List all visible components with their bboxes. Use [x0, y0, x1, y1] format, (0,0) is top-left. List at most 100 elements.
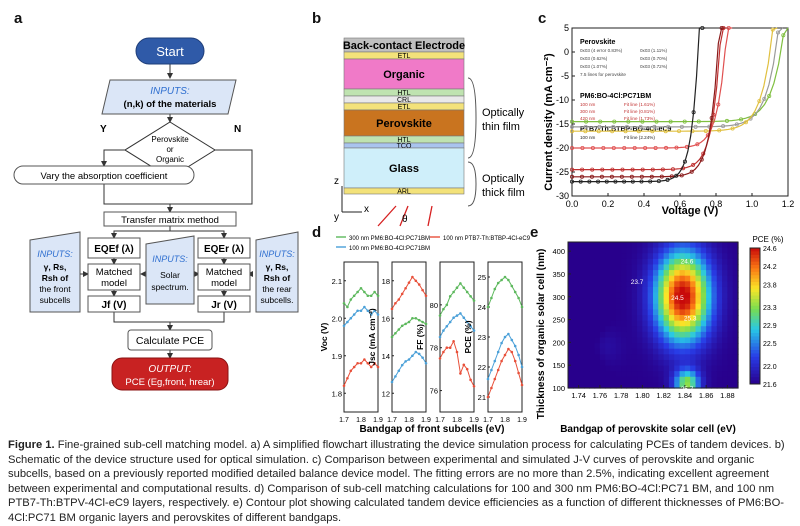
e-heat-cell: [589, 258, 596, 266]
e-heat-cell: [621, 258, 628, 266]
e-heat-cell: [605, 343, 612, 350]
e-heat-cell: [589, 309, 596, 316]
e-heat-cell: [684, 270, 691, 277]
e-heat-cell: [589, 343, 596, 350]
e-heat-cell: [642, 326, 649, 333]
e-heat-cell: [722, 264, 728, 271]
axis-z-label: z: [334, 176, 339, 187]
e-heat-cell: [647, 253, 654, 260]
e-heat-cell: [647, 298, 654, 305]
matched-rear-l1: Matched: [206, 267, 242, 278]
e-heat-cell: [589, 247, 596, 254]
d-series-point: [462, 316, 466, 320]
c-legend-perovskite: 0x03 (0.70%): [640, 56, 668, 61]
d-series-point: [496, 281, 500, 285]
e-heat-cell: [679, 281, 686, 288]
e-heat-cell: [568, 281, 574, 288]
e-heat-cell: [578, 281, 585, 288]
d-ytick-label: 18: [382, 277, 390, 286]
e-heat-cell: [573, 348, 580, 355]
e-heat-cell: [716, 354, 723, 361]
d-series-point: [421, 356, 424, 359]
right-inputs-title: INPUTS:: [259, 249, 295, 259]
e-heat-cell: [578, 376, 585, 383]
e-heat-cell: [653, 376, 659, 383]
d-series-point: [352, 365, 356, 369]
e-heat-cell: [583, 331, 590, 339]
e-heat-cell: [668, 359, 675, 367]
e-heat-cell: [711, 359, 718, 367]
e-heat-cell: [663, 292, 670, 299]
e-heat-cell: [615, 376, 622, 383]
e-heat-cell: [647, 270, 654, 277]
e-heat-cell: [722, 242, 728, 249]
e-heat-cell: [621, 309, 628, 316]
e-heat-cell: [637, 253, 643, 260]
e-colorbar-title: PCE (%): [752, 235, 783, 244]
e-heat-cell: [594, 343, 601, 350]
e-heat-cell: [631, 359, 638, 367]
e-heat-cell: [594, 354, 601, 361]
e-heat-cell: [594, 264, 601, 271]
d-series-point: [520, 383, 524, 387]
e-heat-cell: [722, 365, 728, 372]
c-series-point: [691, 162, 696, 167]
e-heat-cell: [674, 331, 681, 339]
layer-label-8: TCO: [397, 143, 412, 150]
e-heat-cell: [589, 292, 596, 299]
e-heat-cell: [599, 264, 606, 271]
c-series-point: [640, 167, 645, 172]
e-heat-cell: [615, 359, 622, 367]
e-heat-cell: [631, 281, 638, 288]
e-colorbar-frame: [749, 247, 761, 385]
c-series-point: [570, 129, 575, 134]
c-series-point: [643, 145, 648, 150]
d-series-point: [445, 324, 449, 328]
e-heat-cell: [695, 365, 702, 372]
e-heat-cell: [578, 253, 585, 260]
e-heat-cell: [594, 331, 601, 339]
e-heat-cell: [573, 320, 580, 327]
e-heat-cell: [573, 365, 580, 372]
c-series-point: [716, 102, 721, 107]
d-series-point: [404, 322, 407, 326]
e-heat-cell: [568, 331, 574, 339]
d-xtick-label: 1.9: [421, 417, 431, 424]
d-series-point: [352, 313, 356, 316]
e-heat-cell: [668, 371, 675, 378]
e-heat-cell: [631, 348, 638, 355]
e-heat-cell: [605, 253, 612, 260]
d-series-point: [520, 365, 524, 369]
e-heat-cell: [706, 371, 713, 378]
e-heat-cell: [674, 275, 681, 282]
e-heat-cell: [690, 275, 697, 282]
d-xtick-label: 1.8: [500, 417, 510, 424]
d-series-point: [438, 357, 442, 360]
e-heat-cell: [690, 382, 697, 389]
d-series-point: [407, 358, 411, 361]
e-heat-cell: [706, 315, 713, 322]
d-series-point: [404, 360, 407, 363]
d-series-point: [363, 305, 366, 309]
d-series-point: [356, 309, 359, 313]
e-colorbar-tick: 23.8: [763, 282, 777, 289]
e-heat-cell: [700, 292, 707, 299]
e-heat-cell: [594, 281, 601, 288]
e-heat-cell: [578, 242, 585, 249]
d-series-point: [503, 353, 507, 357]
e-heat-cell: [663, 309, 670, 316]
e-heat-cell: [684, 382, 691, 389]
e-colorbar-tick: 22.5: [763, 341, 777, 348]
c-legend-perovskite: 0x03 (4 error 0.83%): [580, 48, 623, 53]
e-heat-cell: [653, 253, 659, 260]
e-heat-cell: [583, 275, 590, 282]
e-heat-cell: [594, 258, 601, 266]
e-heat-cell: [631, 320, 638, 327]
c-series-point: [674, 145, 679, 150]
e-heat-cell: [605, 281, 612, 288]
e-heat-cell: [716, 247, 723, 254]
d-series-point: [417, 352, 421, 356]
c-series-point: [570, 124, 575, 129]
e-heat-cell: [732, 264, 739, 271]
c-ytick-label: -20: [556, 143, 569, 153]
